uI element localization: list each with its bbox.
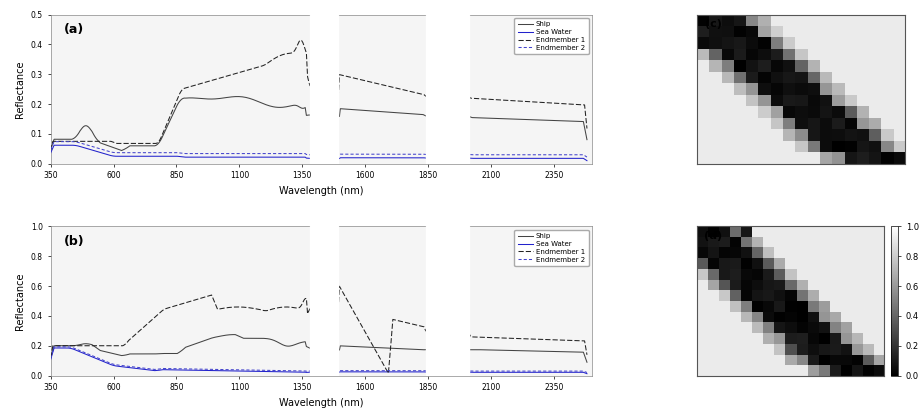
Bar bbox=[310, 15, 337, 164]
Legend: Ship, Sea Water, Endmember 1, Endmember 2: Ship, Sea Water, Endmember 1, Endmember … bbox=[515, 230, 588, 266]
Text: (c): (c) bbox=[705, 19, 722, 29]
Text: (a): (a) bbox=[64, 24, 85, 37]
X-axis label: Wavelength (nm): Wavelength (nm) bbox=[279, 398, 364, 408]
Legend: Ship, Sea Water, Endmember 1, Endmember 2: Ship, Sea Water, Endmember 1, Endmember … bbox=[515, 18, 588, 54]
Text: (b): (b) bbox=[64, 235, 85, 248]
Y-axis label: Reflectance: Reflectance bbox=[16, 272, 25, 330]
X-axis label: Wavelength (nm): Wavelength (nm) bbox=[279, 186, 364, 196]
Bar bbox=[425, 226, 469, 376]
Bar bbox=[310, 226, 337, 376]
Bar bbox=[425, 15, 469, 164]
Y-axis label: Reflectance: Reflectance bbox=[16, 60, 25, 118]
Text: (d): (d) bbox=[705, 231, 722, 241]
